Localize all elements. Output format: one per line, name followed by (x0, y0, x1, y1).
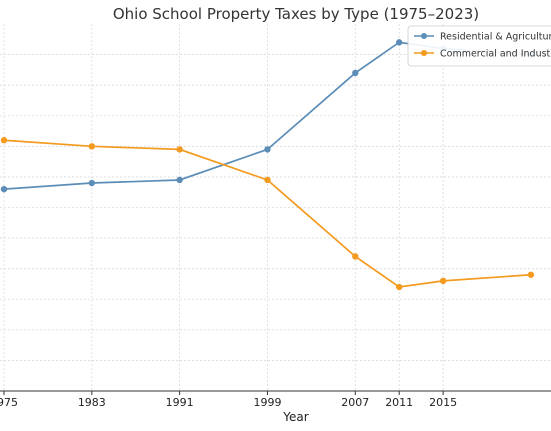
chart-title: Ohio School Property Taxes by Type (1975… (113, 5, 479, 23)
x-tick-label: 2007 (341, 396, 369, 409)
data-point (396, 283, 403, 291)
x-tick-label: 1975 (0, 396, 18, 409)
data-point (396, 39, 403, 46)
legend-marker-commercial (421, 50, 427, 56)
data-point (439, 277, 447, 285)
legend-item-residential: Residential & Agricultural (414, 32, 551, 43)
x-tick-label: 2015 (429, 396, 457, 409)
data-point (88, 143, 96, 150)
grid (0, 24, 551, 391)
data-point (88, 179, 96, 187)
x-tick-label: 1983 (78, 396, 106, 409)
x-tick-labels: 1975 1983 1991 1999 2007 2011 2015 (0, 391, 457, 409)
legend-label-commercial: Commercial and Industrial (440, 49, 551, 60)
data-point (176, 146, 183, 153)
data-point (527, 271, 535, 278)
x-tick-label: 1991 (166, 396, 194, 409)
x-tick-label: 1999 (253, 396, 281, 409)
data-point (0, 137, 8, 144)
data-point (264, 146, 271, 153)
legend-marker-residential (421, 33, 427, 39)
x-tick-label: 2011 (385, 396, 413, 409)
data-point (352, 253, 359, 260)
x-axis-label: Year (282, 410, 308, 424)
series-line-1 (3, 139, 531, 288)
legend-label-residential: Residential & Agricultural (440, 32, 551, 43)
data-point (352, 69, 359, 77)
legend: Residential & Agricultural Commercial an… (407, 25, 551, 67)
legend-box (407, 25, 551, 67)
data-point (264, 176, 271, 184)
legend-item-commercial: Commercial and Industrial (414, 49, 551, 60)
data-point (0, 185, 8, 193)
data-point (176, 176, 183, 184)
